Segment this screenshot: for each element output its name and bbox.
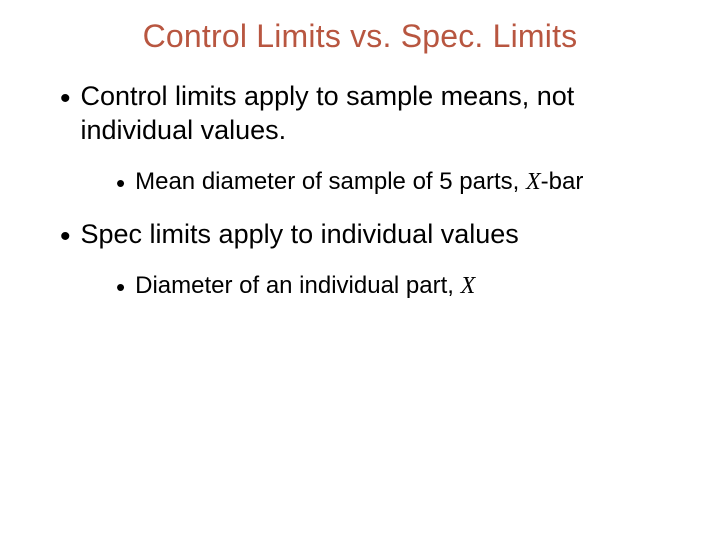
bullet-dot-icon: • bbox=[60, 222, 71, 252]
bullet-text: Spec limits apply to individual values bbox=[81, 218, 680, 252]
slide-body: • Control limits apply to sample means, … bbox=[60, 80, 680, 322]
bullet-suffix: -bar bbox=[541, 168, 584, 195]
bullet-text: Control limits apply to sample means, no… bbox=[81, 80, 680, 148]
bullet-level1: • Control limits apply to sample means, … bbox=[60, 80, 680, 148]
bullet-dot-icon: • bbox=[116, 274, 125, 300]
bullet-level1: • Spec limits apply to individual values bbox=[60, 218, 680, 252]
bullet-dot-icon: • bbox=[60, 84, 71, 114]
bullet-dot-icon: • bbox=[116, 170, 125, 196]
bullet-prefix: Mean diameter of sample of 5 parts, bbox=[135, 168, 526, 195]
slide: Control Limits vs. Spec. Limits • Contro… bbox=[0, 0, 720, 540]
variable-x: X bbox=[526, 169, 541, 195]
bullet-prefix: Diameter of an individual part, bbox=[135, 272, 461, 299]
bullet-text: Diameter of an individual part, X bbox=[135, 270, 680, 302]
bullet-level2: • Diameter of an individual part, X bbox=[116, 270, 680, 302]
variable-x: X bbox=[461, 273, 476, 299]
bullet-level2: • Mean diameter of sample of 5 parts, X-… bbox=[116, 166, 680, 198]
slide-title: Control Limits vs. Spec. Limits bbox=[0, 18, 720, 55]
bullet-text: Mean diameter of sample of 5 parts, X-ba… bbox=[135, 166, 680, 198]
